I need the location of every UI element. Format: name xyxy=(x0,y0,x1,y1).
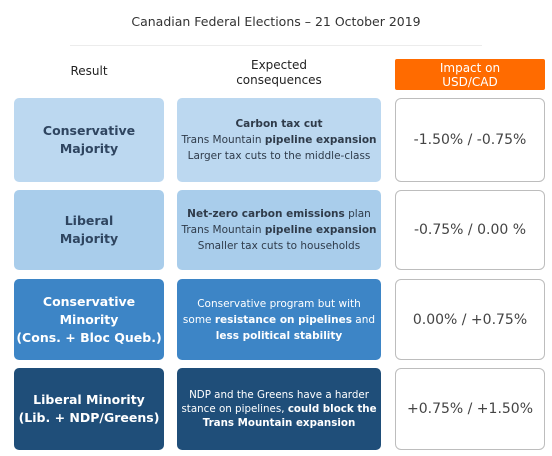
impact-liberal-minority: +0.75% / +1.50% xyxy=(395,368,545,450)
result-label-line3: (Cons. + Bloc Queb.) xyxy=(16,329,162,345)
consequence-text: plan xyxy=(344,208,371,220)
consequence-line: Smaller tax cuts to households xyxy=(197,240,361,252)
header-expected-line1: Expected xyxy=(251,58,307,72)
result-label-line1: Liberal xyxy=(64,213,114,228)
consequence-line: Trans Mountain pipeline expansion xyxy=(181,222,376,238)
header-expected-line2: consequences xyxy=(236,73,322,87)
consequence-bold: Net-zero carbon emissions xyxy=(187,208,345,220)
consequence-line: Trans Mountain pipeline expansion xyxy=(181,132,376,148)
consequence-bold: Trans Mountain expansion xyxy=(202,417,356,429)
result-label-line2: Majority xyxy=(59,141,119,156)
impact-conservative-majority: -1.50% / -0.75% xyxy=(395,98,545,182)
consequence-line: NDP and the Greens have a harder xyxy=(189,389,369,401)
impact-liberal-majority: -0.75% / 0.00 % xyxy=(395,190,545,270)
consequence-line: Conservative program but with xyxy=(197,297,361,310)
result-liberal-majority: Liberal Majority xyxy=(14,190,164,270)
consequence-line: less political stability xyxy=(216,328,343,344)
consequence-line: stance on pipelines, could block the xyxy=(181,402,376,416)
result-label-line2: (Lib. + NDP/Greens) xyxy=(18,410,160,425)
consequence-text: Trans Mountain xyxy=(181,224,265,236)
consequence-bold: could block the xyxy=(287,403,377,415)
result-label-line2: Majority xyxy=(59,231,119,246)
header-result: Result xyxy=(70,64,108,78)
result-label-line1: Liberal Minority xyxy=(33,392,145,407)
consequence-bold: pipeline expansion xyxy=(264,134,377,146)
consequence-line: Trans Mountain expansion xyxy=(203,416,356,430)
consequence-line: Net-zero carbon emissions plan xyxy=(187,206,371,222)
consequence-text: Trans Mountain xyxy=(181,134,265,146)
result-label-line1: Conservative xyxy=(42,123,136,138)
consequence-line: Larger tax cuts to the middle-class xyxy=(187,150,371,162)
consequence-bold: pipeline expansion xyxy=(264,224,377,236)
consequence-text: stance on pipelines, xyxy=(181,403,288,415)
consequences-conservative-minority: Conservative program but with some resis… xyxy=(177,279,381,360)
header-impact-badge: Impact on USD/CAD xyxy=(395,59,545,90)
header-impact-line1: Impact on xyxy=(439,60,501,75)
result-label-line2: Minority xyxy=(59,311,119,327)
title-divider xyxy=(70,45,482,46)
consequence-bold: resistance on pipelines xyxy=(214,313,352,326)
result-label-line1: Conservative xyxy=(42,293,136,309)
consequences-liberal-majority: Net-zero carbon emissions plan Trans Mou… xyxy=(177,190,381,270)
header-impact-line2: USD/CAD xyxy=(442,74,498,89)
consequence-line: some resistance on pipelines and xyxy=(183,312,375,328)
header-expected-consequences: Expected consequences xyxy=(177,58,381,88)
page-title: Canadian Federal Elections – 21 October … xyxy=(131,14,421,29)
result-conservative-minority: Conservative Minority (Cons. + Bloc Queb… xyxy=(14,279,164,360)
result-conservative-majority: Conservative Majority xyxy=(14,98,164,182)
consequences-liberal-minority: NDP and the Greens have a harder stance … xyxy=(177,368,381,450)
consequence-line: Carbon tax cut xyxy=(235,116,322,132)
result-liberal-minority: Liberal Minority (Lib. + NDP/Greens) xyxy=(14,368,164,450)
consequence-bold: less political stability xyxy=(215,329,343,342)
consequence-text: some xyxy=(182,313,215,326)
impact-conservative-minority: 0.00% / +0.75% xyxy=(395,279,545,360)
consequences-conservative-majority: Carbon tax cut Trans Mountain pipeline e… xyxy=(177,98,381,182)
consequence-bold: Carbon tax cut xyxy=(235,118,323,130)
consequence-text: and xyxy=(351,313,376,326)
